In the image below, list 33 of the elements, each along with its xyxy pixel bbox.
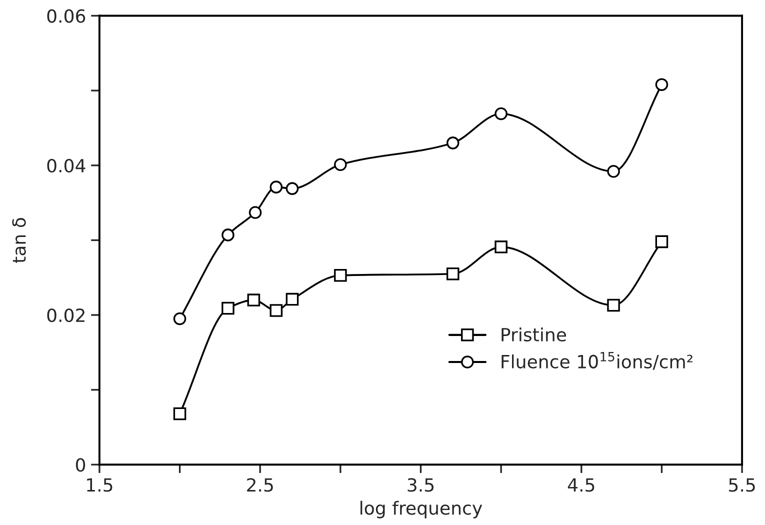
x-tick-label: 4.5 (568, 478, 594, 492)
point (270, 180, 283, 194)
x-tick-label: 3.5 (408, 478, 434, 492)
point (655, 235, 668, 248)
y-tick-label: 0.06 (47, 9, 86, 23)
point (270, 304, 283, 317)
point (334, 158, 347, 172)
point (494, 107, 508, 120)
point (173, 407, 186, 420)
point (248, 206, 262, 219)
y-axis-title: tan δ (12, 218, 26, 263)
point (286, 292, 299, 306)
point (286, 182, 299, 195)
y-tick-label: 0 (76, 458, 86, 472)
point (446, 267, 460, 280)
point (173, 312, 186, 326)
x-axis-title: log frequency (360, 500, 482, 518)
x-tick-label: 1.5 (87, 478, 112, 492)
point (494, 240, 508, 254)
point (655, 78, 668, 91)
y-tick-label: 0.04 (47, 158, 86, 172)
point (247, 294, 260, 306)
point (334, 268, 347, 282)
legend-label: Pristine (502, 328, 566, 342)
point (607, 164, 620, 178)
point (607, 298, 620, 312)
point (222, 228, 234, 242)
y-tick-label: 0.02 (47, 308, 84, 322)
point (222, 302, 234, 315)
legend-label: Fluence 10$^{15}$ions/cm² (502, 352, 692, 370)
point (446, 136, 460, 150)
x-tick-label: 5.5 (729, 478, 755, 492)
x-tick-label: 2.5 (247, 478, 273, 492)
